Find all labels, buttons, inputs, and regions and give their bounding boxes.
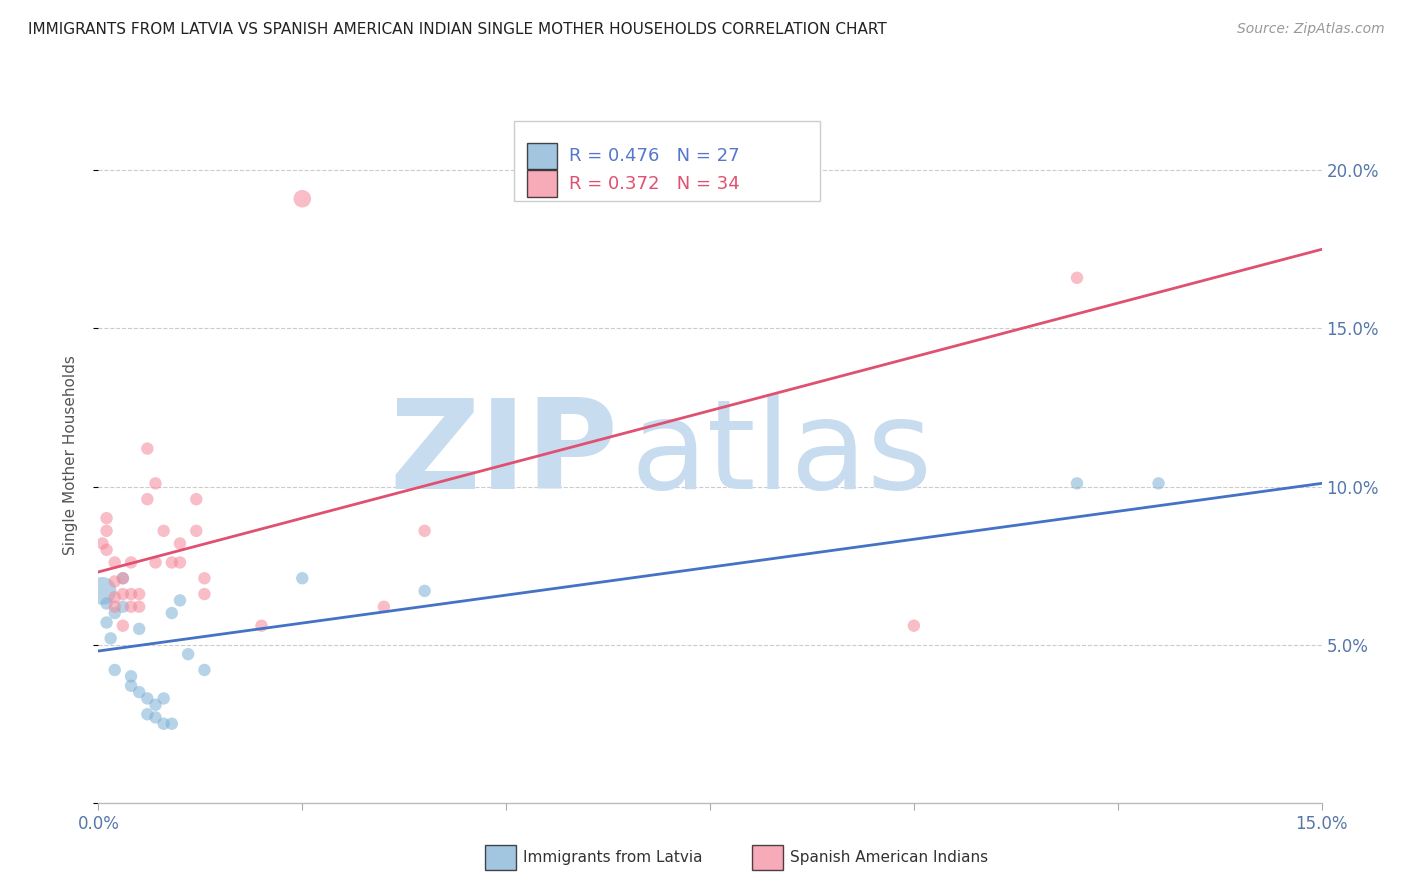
Point [120,669,142,683]
Point [145,698,167,712]
Text: ZIP: ZIP [389,394,619,516]
Point [128,685,150,699]
Point [160,606,183,620]
Point [111,618,134,632]
Point [186,524,208,538]
Point [413,524,436,538]
FancyBboxPatch shape [527,143,557,169]
Point [111,571,134,585]
Point [193,663,215,677]
Point [903,618,925,632]
Y-axis label: Single Mother Households: Single Mother Households [63,355,77,555]
Point [120,679,142,693]
Point [160,556,183,570]
Point [193,587,215,601]
Point [111,571,134,585]
Point [91,536,114,550]
Point [1066,270,1088,285]
Point [104,663,127,677]
Point [96,615,118,630]
Point [1147,476,1170,491]
Point [136,707,159,722]
Point [145,476,167,491]
Point [111,587,134,601]
Point [96,542,118,557]
Text: Spanish American Indians: Spanish American Indians [790,850,988,864]
Point [152,691,174,706]
Text: R = 0.476   N = 27: R = 0.476 N = 27 [569,147,740,165]
Point [186,492,208,507]
Point [120,587,142,601]
FancyBboxPatch shape [527,170,557,197]
Point [104,599,127,614]
Point [96,597,118,611]
Text: IMMIGRANTS FROM LATVIA VS SPANISH AMERICAN INDIAN SINGLE MOTHER HOUSEHOLDS CORRE: IMMIGRANTS FROM LATVIA VS SPANISH AMERIC… [28,22,887,37]
Point [373,599,395,614]
Point [413,583,436,598]
Text: Source: ZipAtlas.com: Source: ZipAtlas.com [1237,22,1385,37]
Point [128,622,150,636]
Text: R = 0.372   N = 34: R = 0.372 N = 34 [569,175,740,193]
Point [136,691,159,706]
Text: atlas: atlas [630,394,932,516]
Point [169,536,191,550]
Point [136,442,159,456]
Point [193,571,215,585]
Point [104,556,127,570]
Point [111,599,134,614]
Point [96,524,118,538]
Point [104,606,127,620]
Point [136,492,159,507]
Text: Immigrants from Latvia: Immigrants from Latvia [523,850,703,864]
Point [1066,476,1088,491]
Point [91,583,114,598]
Point [291,192,314,206]
Point [152,716,174,731]
Point [169,556,191,570]
Point [96,511,118,525]
Point [145,710,167,724]
Point [104,574,127,589]
Point [177,647,200,661]
Point [145,556,167,570]
Point [120,556,142,570]
Point [120,599,142,614]
Point [128,599,150,614]
Point [128,587,150,601]
Point [100,632,122,646]
Point [250,618,273,632]
Point [152,524,174,538]
Point [104,591,127,605]
Point [291,571,314,585]
Point [160,716,183,731]
FancyBboxPatch shape [515,121,820,201]
Point [169,593,191,607]
